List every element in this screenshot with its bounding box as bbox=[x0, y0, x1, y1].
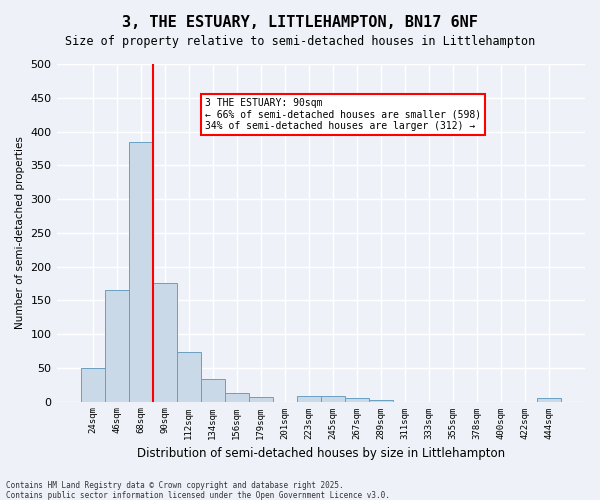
Bar bbox=[176, 352, 200, 402]
Y-axis label: Number of semi-detached properties: Number of semi-detached properties bbox=[15, 136, 25, 329]
Bar bbox=[321, 396, 345, 402]
Bar bbox=[104, 290, 128, 402]
Text: Contains HM Land Registry data © Crown copyright and database right 2025.: Contains HM Land Registry data © Crown c… bbox=[6, 481, 344, 490]
Bar bbox=[345, 398, 369, 402]
Text: 3 THE ESTUARY: 90sqm
← 66% of semi-detached houses are smaller (598)
34% of semi: 3 THE ESTUARY: 90sqm ← 66% of semi-detac… bbox=[205, 98, 481, 131]
Bar bbox=[80, 368, 104, 402]
Text: Contains public sector information licensed under the Open Government Licence v3: Contains public sector information licen… bbox=[6, 491, 390, 500]
Bar bbox=[128, 142, 152, 402]
Text: Size of property relative to semi-detached houses in Littlehampton: Size of property relative to semi-detach… bbox=[65, 35, 535, 48]
X-axis label: Distribution of semi-detached houses by size in Littlehampton: Distribution of semi-detached houses by … bbox=[137, 447, 505, 460]
Bar bbox=[249, 397, 273, 402]
Text: 3, THE ESTUARY, LITTLEHAMPTON, BN17 6NF: 3, THE ESTUARY, LITTLEHAMPTON, BN17 6NF bbox=[122, 15, 478, 30]
Bar bbox=[537, 398, 561, 402]
Bar bbox=[152, 284, 176, 402]
Bar bbox=[369, 400, 393, 402]
Bar bbox=[200, 380, 224, 402]
Bar bbox=[224, 394, 249, 402]
Bar bbox=[297, 396, 321, 402]
